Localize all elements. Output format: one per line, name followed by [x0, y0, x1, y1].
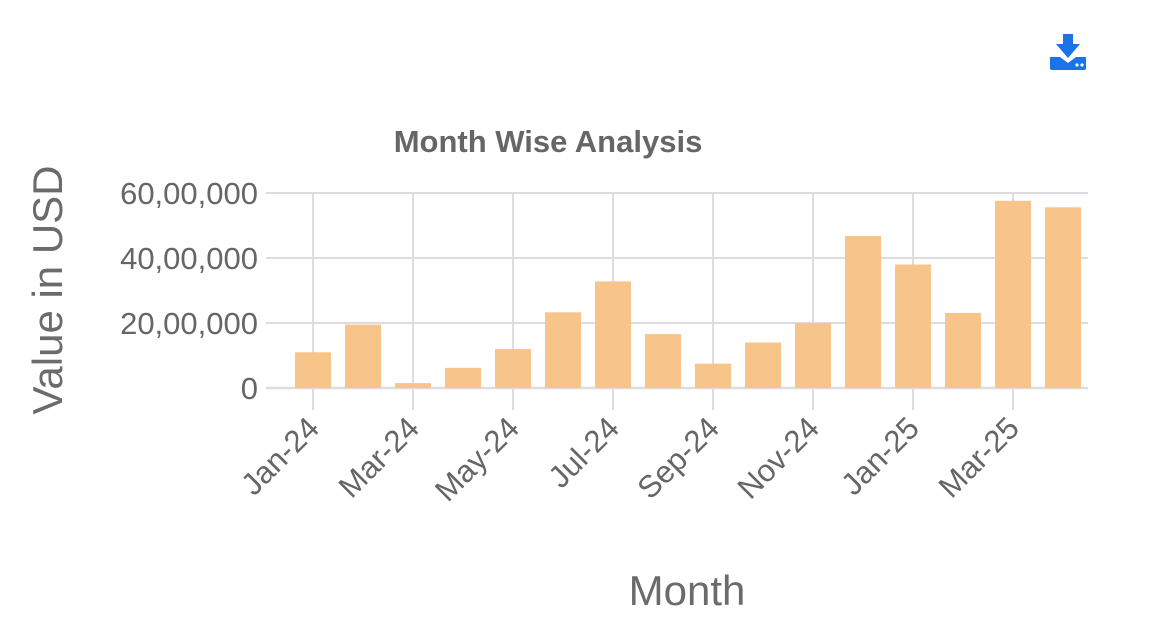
x-tick-label: Jan-24 [234, 410, 326, 502]
y-tick-label: 0 [241, 371, 258, 406]
bar-mar-25 [995, 200, 1031, 388]
bar-mar-24 [395, 383, 431, 388]
bar-jan-25 [895, 264, 931, 388]
y-axis-label: Value in USD [24, 165, 71, 414]
bars [295, 200, 1081, 388]
bar-jun-24 [545, 312, 581, 388]
bar-dec-24 [845, 235, 881, 388]
download-icon [1050, 34, 1086, 70]
y-tick-label: 60,00,000 [120, 176, 258, 211]
chart-title: Month Wise Analysis [394, 124, 703, 159]
download-button[interactable] [1046, 30, 1090, 74]
bar-apr-24 [445, 367, 481, 388]
bar-sep-24 [695, 363, 731, 388]
x-tick-label: Nov-24 [731, 410, 826, 505]
x-tick-label: May-24 [428, 410, 526, 508]
x-tick-label: Mar-24 [332, 410, 426, 504]
bar-oct-24 [745, 342, 781, 388]
y-tick-label: 20,00,000 [120, 306, 258, 341]
x-tick-label: Jan-25 [834, 410, 926, 502]
bar-jan-24 [295, 352, 331, 388]
x-tick-label: Mar-25 [932, 410, 1026, 504]
bar-feb-24 [345, 324, 381, 388]
x-tick-label: Jul-24 [541, 410, 625, 494]
bar-may-24 [495, 349, 531, 388]
bar-apr-25 [1045, 207, 1081, 388]
x-tick-label: Sep-24 [631, 410, 726, 505]
bar-nov-24 [795, 323, 831, 388]
x-axis-ticks: Jan-24 Mar-24 May-24 Jul-24 Sep-24 Nov-24 Jan-… [234, 410, 1026, 508]
y-tick-label: 40,00,000 [120, 241, 258, 276]
x-axis-label: Month [629, 567, 746, 614]
bar-aug-24 [645, 334, 681, 388]
bar-jul-24 [595, 281, 631, 388]
bar-feb-25 [945, 312, 981, 388]
y-axis-ticks: 0 20,00,000 40,00,000 60,00,000 [120, 176, 258, 406]
